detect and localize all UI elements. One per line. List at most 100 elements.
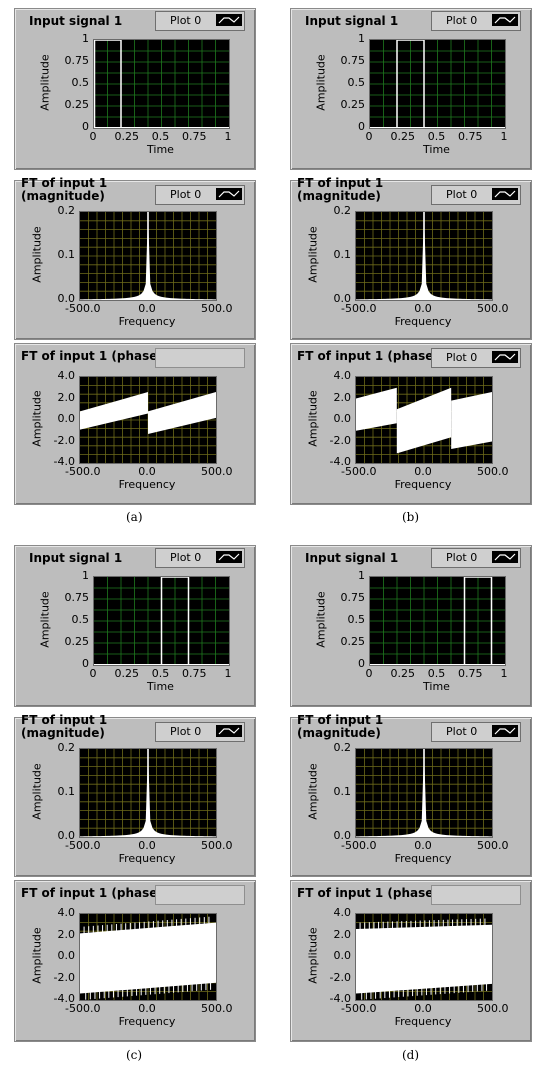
- plot-area: [93, 576, 230, 666]
- x-tick-label: -500.0: [65, 465, 101, 478]
- series-pulse: [396, 40, 425, 128]
- y-tick-label: 0.1: [57, 248, 76, 261]
- plot-legend-swatch-icon: [216, 188, 242, 200]
- y-tick-label: 0.25: [340, 635, 366, 648]
- legend-line: [494, 16, 516, 24]
- y-axis-label: Amplitude: [30, 927, 44, 984]
- plot-legend-label: Plot 0: [170, 14, 202, 27]
- y-tick-label: 2.0: [333, 390, 352, 404]
- x-tick-label: 0.75: [182, 667, 207, 680]
- plot-legend-label: Plot 0: [170, 551, 202, 564]
- y-tick-label: 0.5: [71, 613, 90, 626]
- panel-d-2: FT of input 1 (phase) -500.0 0.0 500.0 -4.0 -…: [290, 880, 532, 1042]
- x-tick-label: 0.25: [114, 667, 140, 680]
- chart-title-line: (magnitude): [297, 189, 381, 203]
- y-tick-label: 0.25: [64, 635, 90, 648]
- line-swatch-icon: [494, 16, 516, 24]
- x-axis-label: Frequency: [118, 852, 176, 865]
- line-swatch-icon: [494, 727, 516, 735]
- x-axis-label: Frequency: [394, 852, 452, 865]
- panel-c-0: Input signal 1 Plot 0 0 0.25 0.5 0.75 1 0 0.25 0.…: [14, 545, 256, 707]
- y-tick-label: 0.2: [333, 741, 352, 754]
- plot-svg: [94, 40, 229, 128]
- y-tick-label: -4.0: [53, 992, 75, 1005]
- series-pulse: [160, 577, 190, 665]
- y-axis-label: Amplitude: [30, 390, 44, 447]
- x-tick-label: 500.0: [201, 302, 233, 315]
- x-tick-label: -500.0: [341, 465, 377, 478]
- x-axis-label: Time: [147, 680, 174, 693]
- y-axis-label: Amplitude: [38, 591, 52, 648]
- y-tick-label: 0.1: [333, 785, 352, 798]
- series-phase-band-0: [356, 924, 492, 994]
- y-tick-label: 0.5: [347, 613, 366, 626]
- chart-title: FT of input 1 (magnitude): [297, 177, 383, 203]
- y-axis-label: Amplitude: [314, 591, 328, 648]
- plot-legend-swatch-icon: [492, 351, 518, 363]
- plot-legend-label: Plot 0: [446, 551, 478, 564]
- plot-legend-label: Plot 0: [446, 725, 478, 738]
- line-swatch-icon: [494, 190, 516, 198]
- plot-svg: [356, 212, 492, 300]
- plot-svg: [80, 377, 216, 463]
- x-tick-label: 0.5: [151, 667, 170, 680]
- x-tick-label: -500.0: [341, 839, 377, 852]
- plot-svg: [80, 749, 216, 837]
- plot-legend[interactable]: Plot 0: [431, 348, 521, 368]
- plot-area: [355, 913, 493, 1001]
- series-pulse: [463, 577, 493, 665]
- plot-legend[interactable]: Plot 0: [155, 11, 245, 31]
- y-tick-label: 0.0: [333, 829, 352, 842]
- plot-legend-swatch-icon: [492, 14, 518, 26]
- y-tick-label: 1: [82, 32, 89, 45]
- x-tick-label: 1: [224, 667, 232, 680]
- y-tick-label: 4.0: [57, 906, 76, 919]
- series-phase-band-1: [148, 392, 216, 434]
- y-tick-label: 0: [82, 120, 89, 133]
- line-swatch-icon: [218, 190, 240, 198]
- plot-legend[interactable]: Plot 0: [155, 548, 245, 568]
- y-tick-label: 4.0: [333, 906, 352, 919]
- panel-caption: (a): [126, 510, 143, 524]
- y-axis-label: Amplitude: [306, 763, 320, 820]
- plot-area: [79, 748, 217, 838]
- x-tick-label: 0.75: [458, 667, 483, 680]
- plot-legend-label: Plot 0: [170, 725, 202, 738]
- plot-legend[interactable]: Plot 0: [431, 722, 521, 742]
- panel-a-0: Input signal 1 Plot 0 0 0.25 0.5 0.75 1 0 0.25 0.…: [14, 8, 256, 170]
- plot-legend[interactable]: Plot 0: [155, 185, 245, 205]
- plot-legend[interactable]: Plot 0: [431, 548, 521, 568]
- plot-area: [369, 576, 506, 666]
- plot-area: [355, 748, 493, 838]
- x-axis-label: Frequency: [118, 478, 176, 491]
- x-tick-label: 0.0: [414, 465, 432, 478]
- plot-legend[interactable]: Plot 0: [155, 722, 245, 742]
- x-tick-label: -500.0: [341, 302, 377, 315]
- plot-legend[interactable]: Plot 0: [431, 185, 521, 205]
- x-tick-label: 500.0: [201, 839, 233, 852]
- y-tick-label: 0: [358, 657, 365, 670]
- plot-svg: [80, 212, 216, 300]
- y-tick-label: 0.2: [57, 204, 76, 217]
- x-tick-label: -500.0: [65, 302, 101, 315]
- x-tick-label: 0.0: [138, 465, 156, 478]
- line-swatch-icon: [494, 553, 516, 561]
- legend-line: [218, 553, 240, 561]
- panel-a-2: FT of input 1 (phase) -500.0 0.0 500.0 -4.0 -…: [14, 343, 256, 505]
- x-tick-label: 0.25: [114, 130, 140, 143]
- plot-legend[interactable]: Plot 0: [431, 11, 521, 31]
- panel-b-0: Input signal 1 Plot 0 0 0.25 0.5 0.75 1 0 0.25 0.…: [290, 8, 532, 170]
- chart-title: FT of input 1 (phase): [297, 349, 439, 363]
- chart-title-line: FT of input 1: [297, 713, 384, 727]
- chart-title-line: FT of input 1: [297, 176, 384, 190]
- line-swatch-icon: [494, 353, 516, 361]
- chart-title: FT of input 1 (phase): [297, 886, 439, 900]
- chart-title-line: FT of input 1: [21, 713, 108, 727]
- x-tick-label: 1: [500, 667, 508, 680]
- series-phase-band-0: [356, 387, 397, 431]
- x-axis-label: Frequency: [118, 315, 176, 328]
- y-tick-label: -2.0: [329, 433, 351, 447]
- x-tick-label: 0: [365, 667, 373, 680]
- x-tick-label: 0: [89, 130, 97, 143]
- x-tick-label: 0.75: [182, 130, 207, 143]
